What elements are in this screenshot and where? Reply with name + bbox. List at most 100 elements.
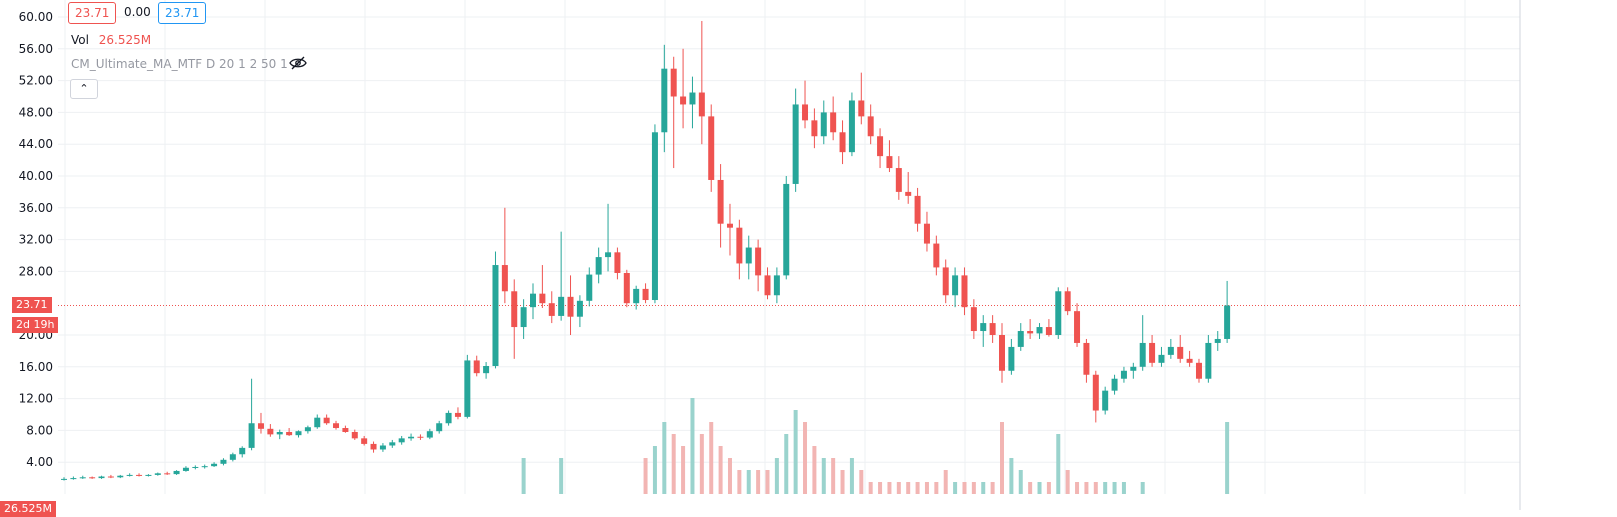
candle	[154, 472, 161, 476]
candle-body	[980, 323, 987, 332]
candle	[886, 140, 893, 173]
candle-body	[548, 303, 555, 316]
candle	[370, 441, 377, 453]
candle-body	[530, 293, 536, 308]
candle-body	[914, 195, 921, 224]
candle	[211, 462, 218, 467]
y-tick-label: 56.00	[19, 42, 53, 56]
candle	[633, 285, 640, 310]
candle-body	[454, 412, 461, 417]
eye-crossed-icon[interactable]	[289, 56, 307, 70]
candle-body	[1186, 358, 1193, 363]
candle	[961, 267, 968, 316]
candle	[501, 207, 508, 304]
volume-bar	[859, 470, 864, 494]
candle-body	[379, 445, 386, 450]
volume-tag: 26.525M	[0, 501, 56, 517]
volume-bar	[924, 482, 929, 494]
candle	[802, 80, 809, 129]
candle	[1045, 319, 1052, 337]
candle	[1055, 287, 1062, 339]
candle	[1074, 303, 1081, 347]
candle	[661, 44, 668, 153]
candle	[417, 434, 424, 440]
candle-body	[342, 428, 349, 432]
candle-body	[1195, 362, 1202, 379]
candle	[379, 443, 386, 452]
candle	[567, 275, 574, 335]
candle	[1027, 319, 1034, 339]
volume-bar	[953, 482, 958, 494]
candle	[1224, 280, 1231, 343]
candle-body	[811, 120, 818, 137]
volume-bar	[643, 458, 648, 494]
candle	[192, 465, 199, 470]
candle	[1064, 287, 1071, 316]
candle-body	[1205, 342, 1212, 379]
candle	[389, 439, 396, 448]
candle	[1139, 315, 1146, 371]
y-tick-label: 32.00	[19, 233, 53, 247]
candle-body	[623, 272, 630, 304]
candle-body	[473, 360, 480, 374]
candle	[79, 475, 86, 479]
volume-bar	[887, 482, 892, 494]
candle	[70, 476, 77, 480]
volume-bar	[849, 458, 854, 494]
y-tick-label: 40.00	[19, 169, 53, 183]
candle-body	[145, 474, 152, 476]
candle-body	[314, 417, 321, 428]
candle	[1008, 338, 1015, 375]
y-tick-label: 36.00	[19, 201, 53, 215]
volume-bar	[1046, 482, 1051, 494]
candle	[651, 124, 658, 304]
candle	[717, 164, 724, 248]
candle	[576, 295, 583, 328]
candle-body	[961, 275, 968, 308]
candle-body	[1036, 327, 1043, 334]
candle	[858, 72, 865, 125]
candle-body	[558, 296, 565, 316]
candle-body	[614, 252, 621, 273]
candle	[361, 435, 368, 446]
candle-body	[1064, 291, 1071, 312]
candle-body	[445, 412, 452, 424]
candle-body	[1167, 346, 1174, 355]
volume-bar	[756, 470, 761, 494]
candle-body	[1017, 331, 1024, 347]
candle	[304, 425, 311, 434]
candle-body	[867, 116, 874, 137]
volume-bar	[793, 410, 798, 494]
volume-bar	[915, 482, 920, 494]
candle-body	[895, 168, 902, 192]
volume-bar	[878, 482, 883, 494]
candle	[314, 414, 321, 429]
candle-body	[276, 431, 283, 435]
change-value: 0.00	[124, 5, 151, 19]
volume-bar	[737, 470, 742, 494]
candle-body	[858, 100, 865, 117]
candle	[492, 251, 499, 369]
volume-bar	[1112, 482, 1117, 494]
candle-body	[257, 423, 264, 429]
candle-body	[792, 104, 799, 184]
candle-body	[539, 293, 546, 304]
candle-body	[483, 366, 490, 374]
volume-bar	[718, 446, 723, 494]
volume-bar	[559, 458, 564, 494]
candle-body	[239, 447, 246, 455]
volume-bar	[1075, 482, 1080, 494]
chevron-up-icon[interactable]: ⌃	[70, 79, 98, 99]
candle-body	[1008, 346, 1015, 371]
candle	[276, 429, 283, 440]
candle	[698, 20, 705, 145]
candle	[145, 474, 152, 477]
candle-body	[848, 100, 855, 153]
candle	[999, 323, 1005, 383]
candle	[173, 470, 180, 475]
volume-value: 26.525M	[98, 33, 152, 47]
candle-body	[595, 257, 602, 275]
candle-body	[389, 442, 396, 446]
volume-bar	[727, 458, 732, 494]
